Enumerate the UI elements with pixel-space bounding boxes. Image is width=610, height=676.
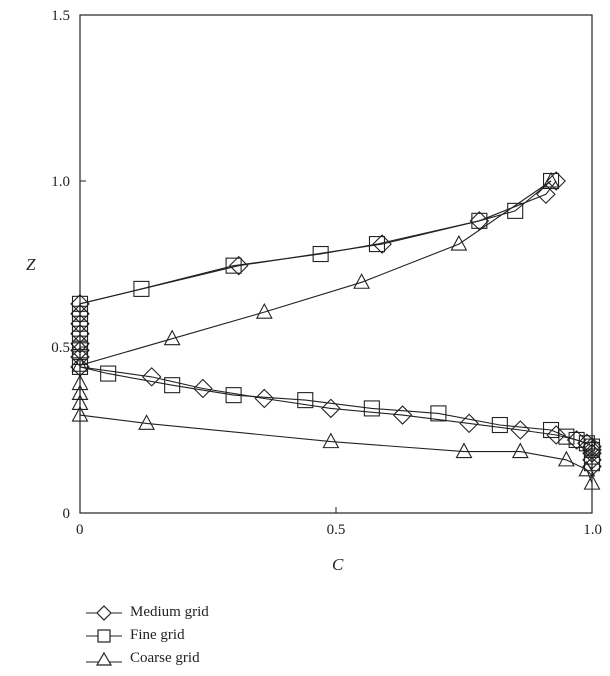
- x-tick-label: 1.0: [583, 522, 602, 538]
- legend-item-medium-grid: Medium grid: [84, 601, 209, 624]
- square-point: [71, 348, 89, 366]
- y-tick-label: 0.5: [51, 340, 70, 356]
- triangle-point: [578, 460, 596, 477]
- triangle-point: [511, 442, 529, 459]
- diamond-point: [321, 398, 341, 419]
- series-fine-grid: [71, 172, 601, 472]
- square-point: [100, 365, 117, 382]
- chart: 0 0.5 1.0 0 0.5 1.0 1.5 C Z: [26, 8, 602, 574]
- diamond-point: [536, 184, 556, 205]
- square-point: [164, 377, 181, 394]
- square-point: [225, 257, 242, 274]
- square-point: [71, 325, 89, 342]
- triangle-point: [542, 171, 560, 188]
- x-tick-label: 0.5: [327, 522, 346, 538]
- triangle-point: [71, 405, 89, 422]
- square-point: [491, 416, 508, 434]
- diamond-point: [141, 367, 162, 387]
- diamond-point: [193, 378, 213, 399]
- triangle-point: [71, 374, 89, 391]
- x-axis-title: C: [332, 555, 344, 574]
- legend-label: Medium grid: [130, 604, 209, 620]
- x-tick-label: 0: [76, 522, 84, 538]
- diamond-point: [392, 405, 413, 425]
- square-point: [363, 400, 380, 417]
- axis-ticks: 0 0.5 1.0 0 0.5 1.0 1.5: [51, 8, 602, 538]
- diamond-point: [254, 388, 275, 409]
- y-axis-title: Z: [26, 255, 36, 274]
- diamond-point: [228, 255, 249, 276]
- series-line: [79, 180, 593, 484]
- series-line: [79, 180, 593, 464]
- triangle-point: [71, 394, 89, 410]
- square-marker-icon: [86, 628, 122, 643]
- diamond-point: [566, 430, 587, 450]
- triangle-point: [71, 356, 89, 372]
- triangle-point: [455, 442, 473, 459]
- triangle-point: [163, 329, 181, 346]
- y-tick-label: 1.0: [51, 174, 70, 190]
- legend-item-fine-grid: Fine grid: [84, 624, 209, 647]
- diamond-point: [546, 425, 566, 445]
- square-point: [471, 212, 488, 229]
- legend-label: Coarse grid: [130, 650, 200, 666]
- square-point: [71, 295, 89, 312]
- series-group: [70, 171, 602, 490]
- square-point: [225, 387, 242, 404]
- y-tick-label: 0: [63, 506, 71, 522]
- diamond-marker-icon: [86, 604, 122, 621]
- diamond-point: [546, 171, 566, 191]
- square-point: [558, 428, 575, 445]
- diamond-point: [510, 420, 531, 440]
- plot-area: [79, 14, 593, 514]
- diamond-point: [577, 433, 597, 454]
- series-line: [79, 180, 593, 467]
- square-point: [71, 315, 89, 332]
- triangle-point: [322, 432, 340, 449]
- square-point: [430, 405, 447, 422]
- legend: Medium grid Fine grid Coarse grid: [84, 601, 209, 670]
- legend-label: Fine grid: [130, 627, 185, 643]
- triangle-marker-icon: [86, 651, 122, 666]
- triangle-point: [353, 273, 371, 289]
- square-point: [297, 392, 314, 409]
- square-point: [312, 245, 329, 263]
- plot-frame: [79, 14, 593, 514]
- triangle-point: [138, 414, 155, 430]
- square-point: [578, 435, 595, 452]
- series-medium-grid: [70, 171, 602, 477]
- triangle-point: [71, 384, 89, 401]
- square-point: [133, 280, 150, 297]
- triangle-point: [450, 234, 468, 251]
- y-tick-label: 1.5: [51, 8, 70, 24]
- triangle-point: [557, 450, 575, 467]
- triangle-point: [255, 302, 273, 319]
- series-coarse-grid: [71, 171, 601, 490]
- square-point: [71, 305, 89, 322]
- square-point: [368, 236, 386, 253]
- square-point: [542, 172, 560, 190]
- triangle-point: [583, 473, 601, 490]
- legend-item-coarse-grid: Coarse grid: [84, 647, 209, 670]
